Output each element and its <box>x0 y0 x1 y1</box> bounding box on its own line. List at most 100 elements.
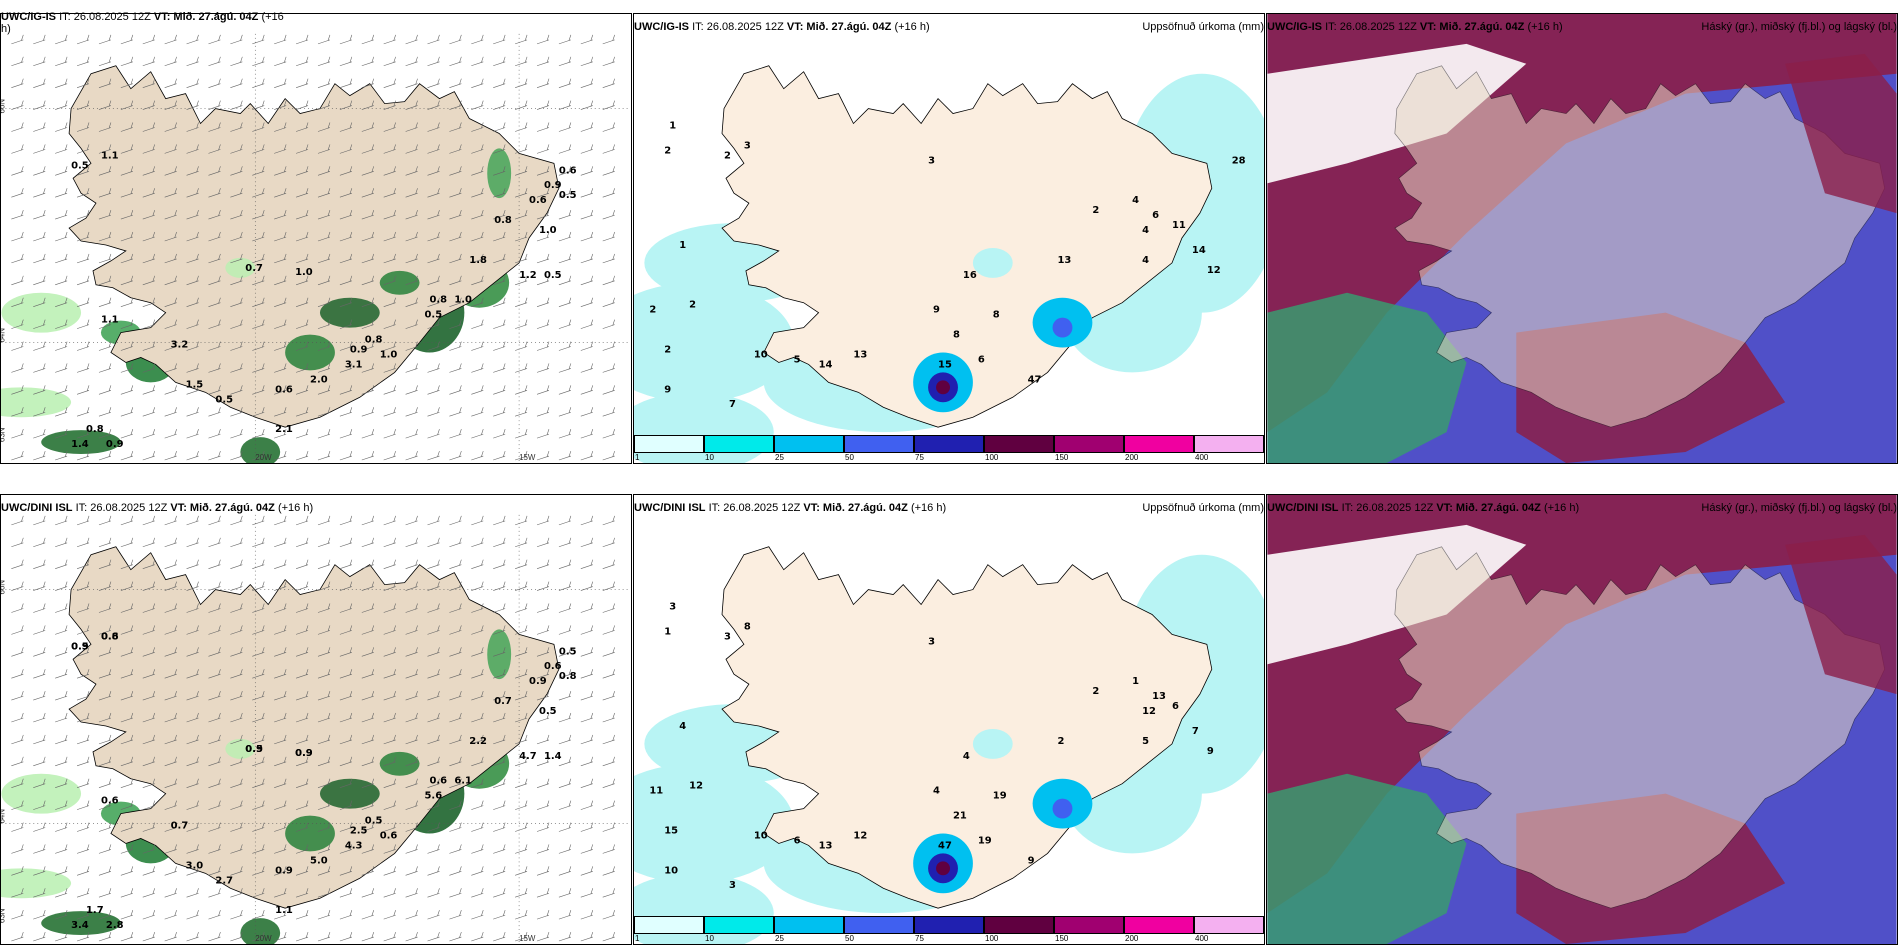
colorbar-tick-label: 150 <box>1055 453 1069 462</box>
colorbar-tick-label: 50 <box>845 453 854 462</box>
colorbar-segment <box>844 435 914 453</box>
colorbar-tick-label: 50 <box>845 934 854 943</box>
value-label: 5 <box>794 354 801 365</box>
value-label: 1.0 <box>295 267 313 278</box>
value-label: 0.6 <box>380 830 398 841</box>
value-label: 6 <box>1172 701 1179 712</box>
value-label: 0.5 <box>71 160 89 171</box>
value-label: 4 <box>963 751 970 762</box>
colorbar-segment <box>1054 435 1124 453</box>
model-name: UWC/DINI ISL <box>634 502 706 514</box>
vt-prefix: VT: <box>1436 502 1453 514</box>
valid-time: Mið. 27.ágú. 04Z <box>806 21 892 33</box>
value-label: 8 <box>953 330 960 341</box>
grid-label-63n: 63N <box>1 908 6 923</box>
model-name: UWC/IG-IS <box>1267 21 1322 33</box>
value-label: 1.0 <box>539 225 557 236</box>
colorbar-tick-label: 100 <box>985 934 999 943</box>
value-label: 0.9 <box>71 641 89 652</box>
colorbar-tick-label: 10 <box>705 453 714 462</box>
value-label: 3.4 <box>71 920 89 931</box>
value-label: 0.6 <box>275 384 293 395</box>
value-label: 0.5 <box>539 706 557 717</box>
colorbar-segment <box>704 435 774 453</box>
value-label: 21 <box>953 811 967 822</box>
panel-title-bottom-right: UWC/DINI ISL IT: 26.08.2025 12Z VT: Mið.… <box>1267 502 1579 514</box>
colorbar-segment <box>984 435 1054 453</box>
value-label: 2 <box>689 300 696 311</box>
value-label: 0.5 <box>215 394 233 405</box>
value-label: 47 <box>938 840 952 851</box>
value-label: 1 <box>664 626 671 637</box>
colorbar-tick-label: 400 <box>1195 453 1209 462</box>
colorbar-segment <box>634 435 704 453</box>
init-time: IT: 26.08.2025 12Z <box>708 502 801 514</box>
value-label: 0.9 <box>106 439 124 450</box>
panel-variable-bottom-right: Háský (gr.), miðský (fj.bl.) og lágský (… <box>1701 502 1897 514</box>
panel-title-top-middle: UWC/IG-IS IT: 26.08.2025 12Z VT: Mið. 27… <box>634 21 930 33</box>
value-label: 13 <box>819 840 833 851</box>
value-label: 1 <box>679 240 686 251</box>
value-label: 4.3 <box>345 840 363 851</box>
value-label: 1.1 <box>101 150 119 161</box>
colorbar-tick-label: 400 <box>1195 934 1209 943</box>
init-time: IT: 26.08.2025 12Z <box>75 502 168 514</box>
value-label: 8 <box>993 310 1000 321</box>
value-label: 47 <box>1028 374 1042 385</box>
value-label: 2.7 <box>215 875 233 886</box>
value-label: 11 <box>1172 220 1186 231</box>
value-label: 1.2 <box>519 270 537 281</box>
value-label: 10 <box>754 830 768 841</box>
valid-time: Mið. 27.ágú. 04Z <box>189 502 275 514</box>
grid-label-64n: 64N <box>1 328 6 343</box>
value-label: 7 <box>1192 726 1199 737</box>
value-label: 1.1 <box>101 315 119 326</box>
value-label: 10 <box>664 865 678 876</box>
colorbar-tick-label: 75 <box>915 453 924 462</box>
colorbar-segment <box>914 435 984 453</box>
model-name: UWC/IG-IS <box>1 11 56 23</box>
vt-prefix: VT: <box>170 502 187 514</box>
grid-label-20w: 20W <box>255 934 272 943</box>
panel-wind-bottom: 66N 64N 63N 20W 15W 0.9 0.8 0.5 0.9 0.6 0.7 3.0 2.7 1… <box>0 494 632 945</box>
value-label: 19 <box>993 791 1007 802</box>
value-label: 19 <box>978 835 992 846</box>
value-label: 2.5 <box>350 825 368 836</box>
vt-prefix: VT: <box>786 21 804 33</box>
model-name: UWC/DINI ISL <box>1 502 73 514</box>
value-label: 14 <box>1192 245 1206 256</box>
colorbar-segment <box>1124 435 1194 453</box>
colorbar-tick-label: 10 <box>705 934 714 943</box>
value-label: 0.6 <box>101 796 119 807</box>
value-label: 0.5 <box>559 646 577 657</box>
value-label: 3 <box>669 601 676 612</box>
colorbar-segment <box>914 916 984 934</box>
value-label: 4 <box>1142 225 1149 236</box>
model-name: UWC/DINI ISL <box>1267 502 1339 514</box>
colorbar-segment <box>704 916 774 934</box>
grid-label-66n: 66N <box>1 99 6 114</box>
value-label: 2 <box>664 145 671 156</box>
panel-variable-bottom-middle: Uppsöfnuð úrkoma (mm) <box>1142 502 1264 514</box>
panel-cloud-top <box>1266 13 1898 464</box>
precip-colorbar-top: 1 10 25 50 75 100 150 200 400 <box>634 435 1264 465</box>
value-label: 0.7 <box>171 821 189 832</box>
value-label: 1.1 <box>275 905 293 916</box>
value-label: 9 <box>1207 746 1214 757</box>
value-label: 6.1 <box>454 776 472 787</box>
colorbar-tick-label: 1 <box>635 453 640 462</box>
value-label: 0.6 <box>544 661 562 672</box>
colorbar-segment <box>774 916 844 934</box>
panel-title-top-left: UWC/IG-IS IT: 26.08.2025 12Z VT: Mið. 27… <box>1 11 284 23</box>
colorbar-segment <box>1124 916 1194 934</box>
grid-label-63n: 63N <box>1 427 6 442</box>
value-label: 3.0 <box>186 860 204 871</box>
panel-wind-top: 66N 64N 63N 20W 15W 0.5 1.1 0.7 1.0 1.1 3.2 1.5 0.5 0… <box>0 13 632 464</box>
panel-title-top-right: UWC/IG-IS IT: 26.08.2025 12Z VT: Mið. 27… <box>1267 21 1563 33</box>
panel-variable-top-middle: Uppsöfnuð úrkoma (mm) <box>1142 21 1264 33</box>
valid-time: Mið. 27.ágú. 04Z <box>173 11 259 23</box>
value-label: 0.6 <box>429 776 447 787</box>
value-label: 15 <box>664 825 678 836</box>
colorbar-tick-label: 100 <box>985 453 999 462</box>
